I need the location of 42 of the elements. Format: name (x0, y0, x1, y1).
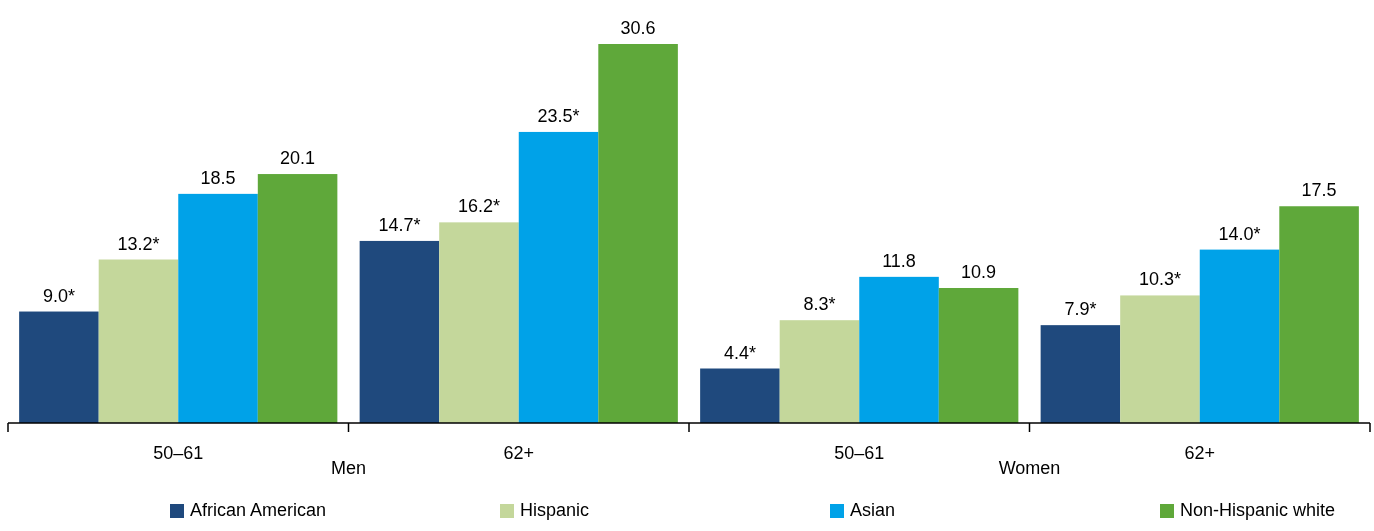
legend-label: Hispanic (520, 500, 590, 520)
bar (439, 222, 519, 423)
data-label: 9.0* (42, 285, 75, 306)
bar (257, 174, 338, 423)
legend-label: Asian (850, 500, 896, 520)
legend-label: Non-Hispanic white (1180, 500, 1336, 520)
text: Women (998, 458, 1061, 478)
x-tick-label: 62+ (503, 443, 535, 463)
data-label: 11.8 (882, 250, 916, 271)
text: Men (330, 458, 367, 478)
data-label: 8.3* (803, 294, 836, 315)
bar (178, 193, 258, 423)
bar (700, 368, 780, 423)
bar (1279, 206, 1359, 423)
data-label: 4.4* (723, 342, 756, 363)
bar (19, 311, 99, 423)
bar (938, 288, 1019, 423)
bar (859, 276, 939, 423)
data-label: 13.2* (117, 233, 160, 254)
data-label: 14.0* (1218, 223, 1261, 244)
x-tick-label: 62+ (1184, 443, 1216, 463)
bar (98, 259, 179, 423)
data-label: 16.2* (457, 196, 500, 217)
data-label: 23.5* (537, 105, 580, 126)
legend-label: African American (190, 500, 327, 520)
data-label: 30.6 (620, 18, 656, 38)
x-tick-label: 50–61 (153, 443, 204, 463)
data-label: 10.3* (1138, 269, 1181, 290)
data-label: 18.5 (200, 167, 236, 188)
bar (359, 240, 440, 423)
data-label: 7.9* (1064, 299, 1097, 320)
x-tick-label: 50–61 (834, 443, 885, 463)
bar (1199, 249, 1280, 423)
bar (598, 44, 678, 423)
bar (1120, 295, 1200, 423)
data-label: 14.7* (378, 214, 421, 235)
bar (518, 131, 599, 423)
bar (1040, 325, 1121, 423)
data-label: 10.9 (961, 262, 997, 282)
data-label: 17.5 (1301, 180, 1337, 201)
data-label: 20.1 (280, 148, 316, 169)
bar (779, 320, 860, 423)
